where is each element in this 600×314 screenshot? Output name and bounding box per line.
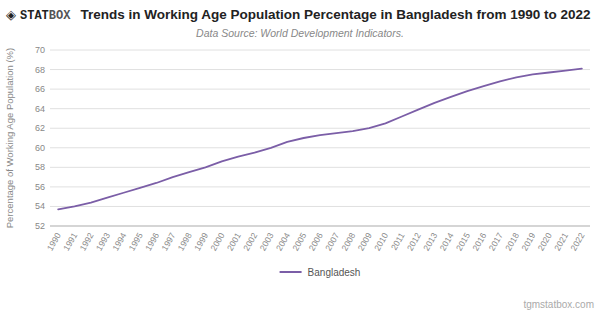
x-tick-label: 2006 [307, 231, 325, 253]
x-tick-label: 2012 [405, 231, 423, 253]
x-tick-label: 1991 [61, 231, 79, 253]
x-tick-label: 2018 [503, 231, 521, 253]
grid-line [50, 69, 590, 70]
y-tick-label: 64 [35, 104, 45, 114]
x-tick-label: 2004 [274, 231, 292, 253]
grid-line [50, 167, 590, 168]
x-tick-label: 2001 [225, 231, 243, 253]
x-tick-label: 2009 [356, 231, 374, 253]
grid-line [50, 226, 590, 227]
y-axis-label: Percentage of Working Age Population (%) [4, 48, 15, 228]
grid-line [50, 147, 590, 148]
x-tick-label: 2005 [290, 231, 308, 253]
grid [50, 50, 590, 226]
y-tick-label: 66 [35, 84, 45, 94]
x-axis [50, 226, 590, 227]
y-tick-label: 54 [35, 201, 45, 211]
y-tick-label: 52 [35, 221, 45, 231]
legend: Bangladesh [280, 267, 361, 278]
x-tick-label: 1994 [110, 231, 128, 253]
x-tick-label: 2017 [487, 231, 505, 253]
title: Trends in Working Age Population Percent… [80, 7, 590, 22]
grid-line [50, 50, 590, 51]
x-tick-label: 1996 [143, 231, 161, 253]
legend-swatch [280, 271, 302, 273]
plot-area [58, 69, 582, 210]
x-tick-label: 2022 [568, 231, 586, 253]
x-tick-label: 2014 [438, 231, 456, 253]
grid-line [50, 89, 590, 90]
x-tick-label: 1990 [45, 231, 63, 253]
x-tick-label: 2019 [519, 231, 537, 253]
x-tick-label: 1995 [127, 231, 145, 253]
x-tick-label: 1999 [192, 231, 210, 253]
legend-item: Bangladesh [280, 267, 361, 278]
y-tick-label: 58 [35, 162, 45, 172]
grid-line [50, 128, 590, 129]
x-tick-label: 2003 [258, 231, 276, 253]
x-tick-label: 2020 [536, 231, 554, 253]
x-tick-label: 2013 [421, 231, 439, 253]
x-tick-label: 2000 [208, 231, 226, 253]
grid-line [50, 186, 590, 187]
legend-label: Bangladesh [308, 267, 361, 278]
x-tick-label: 2002 [241, 231, 259, 253]
y-tick-label: 62 [35, 123, 45, 133]
y-tick-label: 68 [35, 65, 45, 75]
y-tick-label: 56 [35, 182, 45, 192]
data-line [58, 69, 582, 210]
background [0, 0, 600, 314]
grid-line [50, 108, 590, 109]
x-tick-label: 1998 [176, 231, 194, 253]
x-tick-label: 2016 [470, 231, 488, 253]
x-tick-label: 2011 [389, 231, 407, 252]
subtitle: Data Source: World Development Indicator… [196, 27, 404, 39]
x-tick-label: 2008 [339, 231, 357, 253]
x-tick-label: 1992 [78, 231, 96, 253]
grid-line [50, 206, 590, 207]
x-tick-label: 2021 [552, 231, 570, 253]
y-tick-label: 70 [35, 45, 45, 55]
logo-text: BOX [49, 9, 71, 23]
logo-mark: ◈ [6, 7, 16, 22]
y-tick-label: 60 [35, 143, 45, 153]
watermark: tgmstatbox.com [523, 299, 594, 310]
x-tick-label: 2007 [323, 231, 341, 253]
x-tick-label: 2010 [372, 231, 390, 253]
x-tick-label: 2015 [454, 231, 472, 253]
x-tick-label: 1993 [94, 231, 112, 253]
logo-text: STAT [20, 9, 49, 23]
x-tick-label: 1997 [159, 231, 177, 253]
